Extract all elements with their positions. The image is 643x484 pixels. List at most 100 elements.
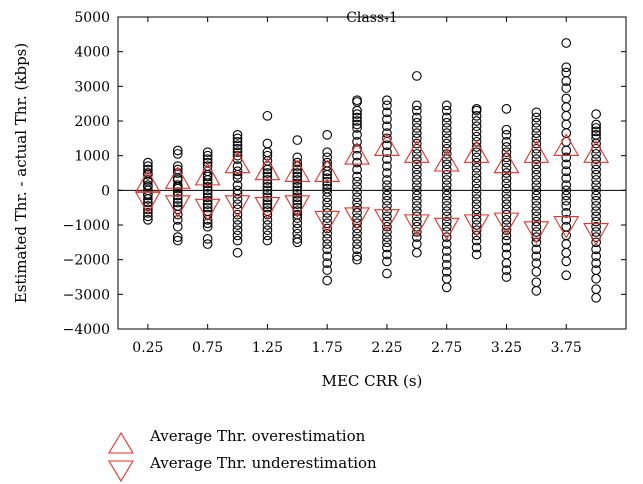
data-point [501,130,512,140]
underestimation-marker [164,195,191,218]
data-point [292,135,303,145]
y-axis-ticks: −4000 −3000 −2000 −1000 0 1000 2000 3000 4000 500… [63,10,626,338]
data-point [561,93,572,104]
data-point [382,190,392,201]
data-point [471,204,482,215]
data-point [172,197,183,208]
data-point [591,175,601,185]
data-point [382,232,392,242]
data-point [292,195,303,206]
data-point [501,178,512,189]
underestimation-marker [373,209,400,232]
data-point [143,194,153,204]
data-point [292,202,303,213]
data-point [382,121,392,132]
underestimation-marker [403,214,430,237]
data-point [441,246,452,256]
data-point [591,159,601,170]
data-point [292,157,303,168]
data-point [143,197,153,208]
data-point [591,169,601,180]
data-point [531,107,542,118]
data-point [471,214,482,225]
x-tick-label: 2.75 [431,340,462,356]
data-point [501,188,512,199]
data-point [382,100,392,111]
data-point [322,218,333,229]
data-point [382,107,392,118]
data-point [352,109,362,119]
data-point [382,185,392,196]
data-point [561,102,572,112]
underestimation-marker [254,196,281,220]
data-point [531,117,542,128]
data-point [172,194,183,204]
data-point [561,270,572,281]
data-point [471,168,482,178]
data-point [352,187,362,197]
overestimation-marker [433,148,460,172]
data-point [471,188,482,199]
triangle-up-icon [108,431,134,454]
data-point [352,119,362,130]
data-point [322,213,333,223]
data-point [441,112,452,123]
data-point [591,216,601,227]
data-point [202,234,213,244]
data-point [591,133,601,144]
data-point [561,239,572,249]
data-point [561,152,572,163]
data-point [352,218,362,229]
data-point [441,128,452,138]
data-point [202,192,213,203]
data-point [382,168,392,178]
y-tick-label: −2000 [63,253,110,269]
data-point [591,227,601,237]
overestimation-marker [493,150,520,174]
data-point [441,133,452,144]
plot-border [117,16,627,330]
data-point [352,112,362,123]
data-point [561,195,572,206]
data-point [411,180,422,190]
data-point [143,190,153,201]
data-point [591,126,601,137]
data-point [232,247,243,258]
data-point [202,195,213,206]
data-point [322,275,333,286]
data-point [501,183,512,194]
data-point [172,214,183,225]
data-point [262,164,273,175]
data-point [262,110,273,121]
data-point [143,164,153,175]
data-point [531,195,542,206]
data-point [411,133,422,144]
data-point [411,169,422,180]
data-point [322,180,333,190]
data-point [262,150,273,161]
data-point [292,199,303,210]
data-point [232,130,243,140]
data-point [591,164,601,175]
data-point [382,249,392,260]
y-tick-label: 4000 [74,45,110,61]
data-point [591,258,601,268]
data-point [501,152,512,163]
x-tick-label: 1.75 [312,340,343,356]
data-point [202,218,213,229]
data-point [202,185,213,196]
data-point [531,154,542,164]
data-point [411,185,422,196]
data-point [501,209,512,220]
data-point [292,213,303,223]
data-point [262,214,273,225]
x-tick-label: 0.75 [192,340,223,356]
data-point [411,105,422,116]
data-point [441,282,452,293]
data-point [322,265,333,275]
data-point [501,214,512,225]
data-point [352,164,362,175]
underestimation-marker [284,195,311,218]
data-point [561,83,572,93]
